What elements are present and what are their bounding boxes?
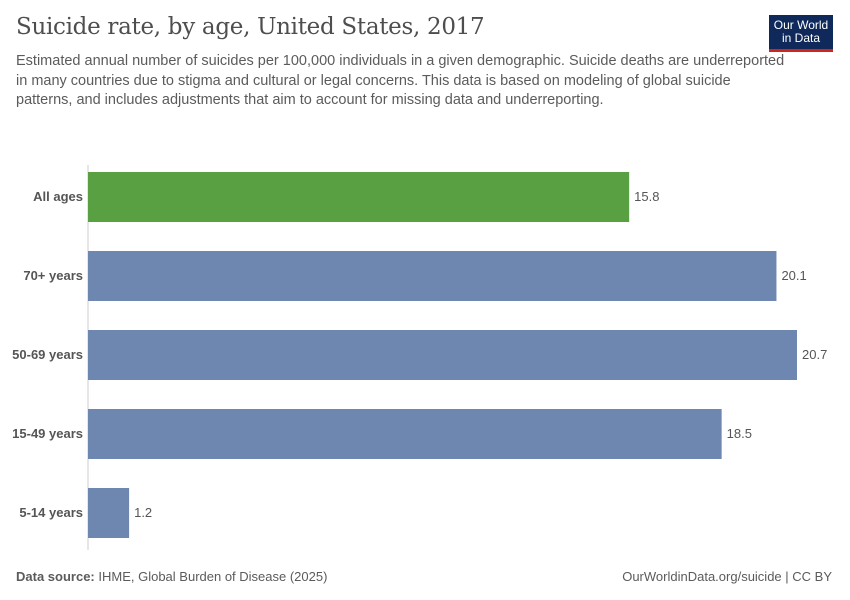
bar[interactable] (88, 251, 777, 301)
bar[interactable] (88, 409, 722, 459)
subtitle-line: in many countries due to stigma and cult… (16, 72, 731, 89)
category-label: 5-14 years (19, 505, 83, 520)
data-source: Data source: IHME, Global Burden of Dise… (16, 569, 327, 584)
chart-subtitle: Estimated annual number of suicides per … (16, 52, 785, 111)
source-link[interactable]: OurWorldinData.org/suicide | CC BY (622, 569, 832, 584)
subtitle-line: Estimated annual number of suicides per … (16, 53, 785, 69)
category-label: 50-69 years (12, 347, 83, 362)
bar[interactable] (88, 172, 630, 222)
chart-title: Suicide rate, by age, United States, 201… (16, 14, 485, 40)
value-label: 15.8 (634, 189, 659, 204)
value-label: 18.5 (727, 426, 752, 441)
category-label: 70+ years (23, 268, 83, 283)
bar[interactable] (88, 488, 130, 538)
owid-logo[interactable]: Our World in Data (769, 15, 833, 52)
category-label: 15-49 years (12, 426, 83, 441)
category-label: All ages (33, 189, 83, 204)
bar[interactable] (88, 330, 797, 380)
value-label: 20.1 (781, 268, 806, 283)
source-text: IHME, Global Burden of Disease (2025) (98, 569, 328, 584)
source-label: Data source: (16, 569, 95, 584)
value-label: 1.2 (134, 505, 152, 520)
subtitle-line: patterns, and includes adjustments that … (16, 92, 604, 108)
value-label: 20.7 (802, 347, 827, 362)
